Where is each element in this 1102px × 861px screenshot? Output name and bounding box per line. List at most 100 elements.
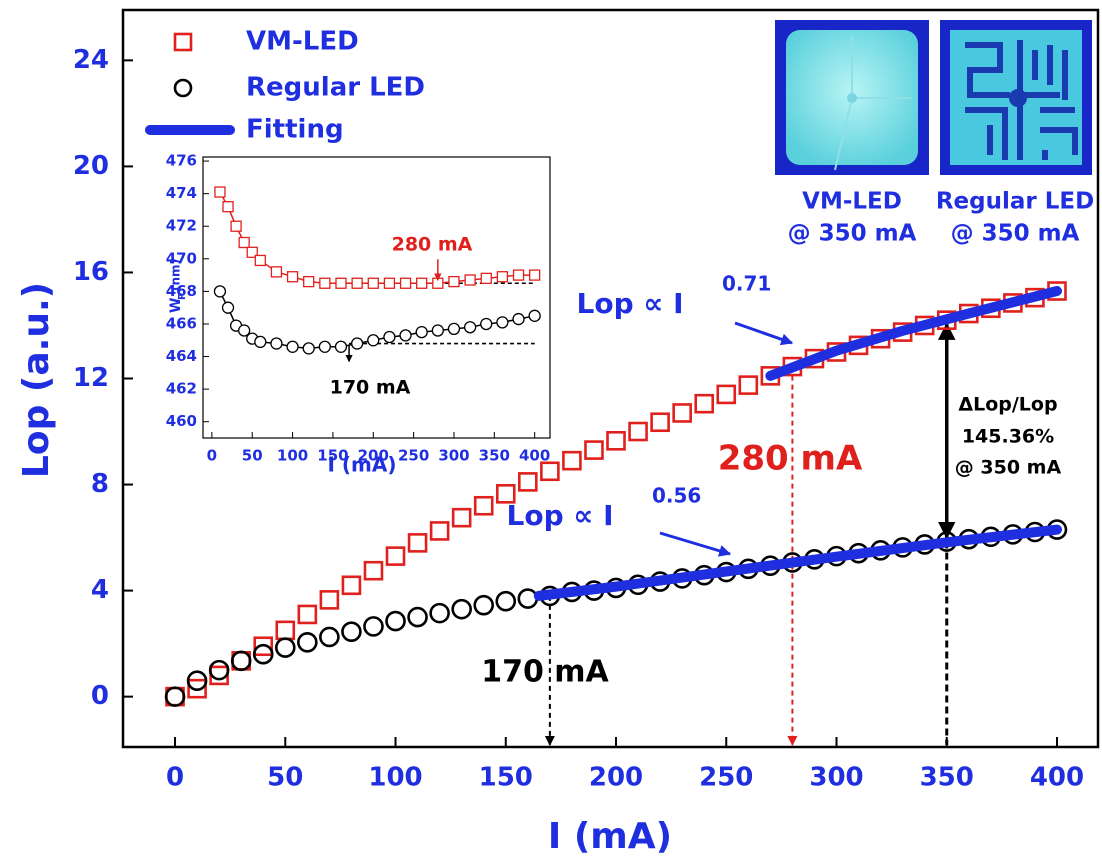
x-tick-label: 50 (267, 763, 303, 793)
circle-marker (210, 661, 228, 679)
circle-marker (166, 688, 184, 706)
circle-marker (364, 617, 382, 635)
circle-marker (368, 335, 379, 346)
y-tick-label: 466 (166, 314, 197, 332)
annotation: Lop ∝ I (577, 287, 684, 320)
y-tick-label: 12 (73, 363, 109, 393)
x-tick-label: 100 (368, 763, 422, 793)
annotation: @ 350 mA (955, 457, 1062, 479)
circle-marker (287, 341, 298, 352)
square-marker (343, 577, 360, 594)
annotation: 280 mA (392, 234, 473, 256)
square-marker (223, 202, 233, 212)
y-tick-label: 24 (73, 45, 109, 75)
y-tick-label: 476 (166, 152, 197, 170)
square-marker (481, 273, 491, 283)
annotation-superscript: 0.71 (722, 272, 771, 296)
circle-marker (303, 343, 314, 354)
circle-marker (214, 286, 225, 297)
x-tick-label: 0 (207, 447, 217, 465)
y-tick-label: 464 (166, 347, 197, 365)
square-marker (320, 278, 330, 288)
square-marker (271, 267, 281, 277)
circle-marker (513, 314, 524, 325)
square-marker (352, 278, 362, 288)
square-marker (514, 270, 524, 280)
circle-marker (432, 325, 443, 336)
square-marker (336, 278, 346, 288)
circle-marker (529, 310, 540, 321)
square-marker (384, 278, 394, 288)
square-marker (431, 522, 448, 539)
square-marker (409, 534, 426, 551)
legend-label: Fitting (246, 115, 344, 145)
square-marker (299, 606, 316, 623)
square-marker (215, 187, 225, 197)
circle-marker (387, 612, 405, 630)
circle-marker (497, 317, 508, 328)
square-marker (674, 404, 691, 421)
square-marker (519, 473, 536, 490)
annotation: Lop ∝ I (507, 499, 614, 532)
circle-marker (223, 302, 234, 313)
square-marker (630, 423, 647, 440)
x-axis-label: I (mA) (327, 453, 396, 477)
x-tick-label: 300 (809, 763, 863, 793)
square-marker (255, 255, 265, 265)
legend-label: Regular LED (246, 73, 425, 103)
circle-marker (409, 608, 427, 626)
square-marker (465, 275, 475, 285)
square-marker (585, 442, 602, 459)
square-marker (417, 278, 427, 288)
circle-marker (431, 604, 449, 622)
circle-marker (319, 341, 330, 352)
annotation: 170 mA (330, 377, 411, 399)
circle-marker (384, 332, 395, 343)
square-marker (530, 270, 540, 280)
legend-label: VM-LED (246, 27, 359, 57)
y-tick-label: 462 (166, 380, 197, 398)
circle-marker (465, 322, 476, 333)
circle-marker (352, 338, 363, 349)
y-axis-label-unit: (nm) (169, 259, 183, 291)
photo-label: @ 350 mA (951, 221, 1080, 247)
annotation-arrow (660, 533, 730, 554)
x-tick-label: 100 (277, 447, 308, 465)
circle-marker (448, 323, 459, 334)
square-marker (718, 386, 735, 403)
y-tick-label: 16 (73, 257, 109, 287)
circle-marker (453, 600, 471, 618)
annotation: 170 mA (481, 655, 609, 690)
square-marker (277, 622, 294, 639)
circle-marker (519, 590, 537, 608)
y-axis-label-sub: P (177, 293, 188, 300)
square-marker (696, 395, 713, 412)
page: {"chart_data": [ {"type": "scatter", "xl… (0, 0, 1102, 861)
annotation-arrow (735, 323, 792, 343)
x-axis-label: I (mA) (548, 816, 672, 857)
square-marker (304, 277, 314, 287)
legend-marker (175, 34, 191, 50)
circle-marker (232, 652, 250, 670)
y-tick-label: 8 (91, 469, 109, 499)
circle-marker (475, 596, 493, 614)
y-tick-label: 4 (91, 575, 109, 605)
circle-marker (276, 639, 294, 657)
square-marker (541, 463, 558, 480)
legend-marker (175, 80, 191, 96)
x-tick-label: 250 (699, 763, 753, 793)
y-tick-label: 460 (166, 412, 197, 430)
photo-label: Regular LED (936, 189, 1094, 215)
square-marker (368, 278, 378, 288)
circle-marker (481, 318, 492, 329)
photo-label: @ 350 mA (788, 221, 917, 247)
annotation: ΔLop/Lop (958, 394, 1057, 416)
photo-vm (775, 20, 929, 175)
square-marker (497, 272, 507, 282)
x-tick-label: 350 (920, 763, 974, 793)
x-tick-label: 250 (398, 447, 429, 465)
x-tick-label: 200 (589, 763, 643, 793)
circle-marker (271, 338, 282, 349)
square-marker (608, 432, 625, 449)
circle-marker (298, 633, 316, 651)
